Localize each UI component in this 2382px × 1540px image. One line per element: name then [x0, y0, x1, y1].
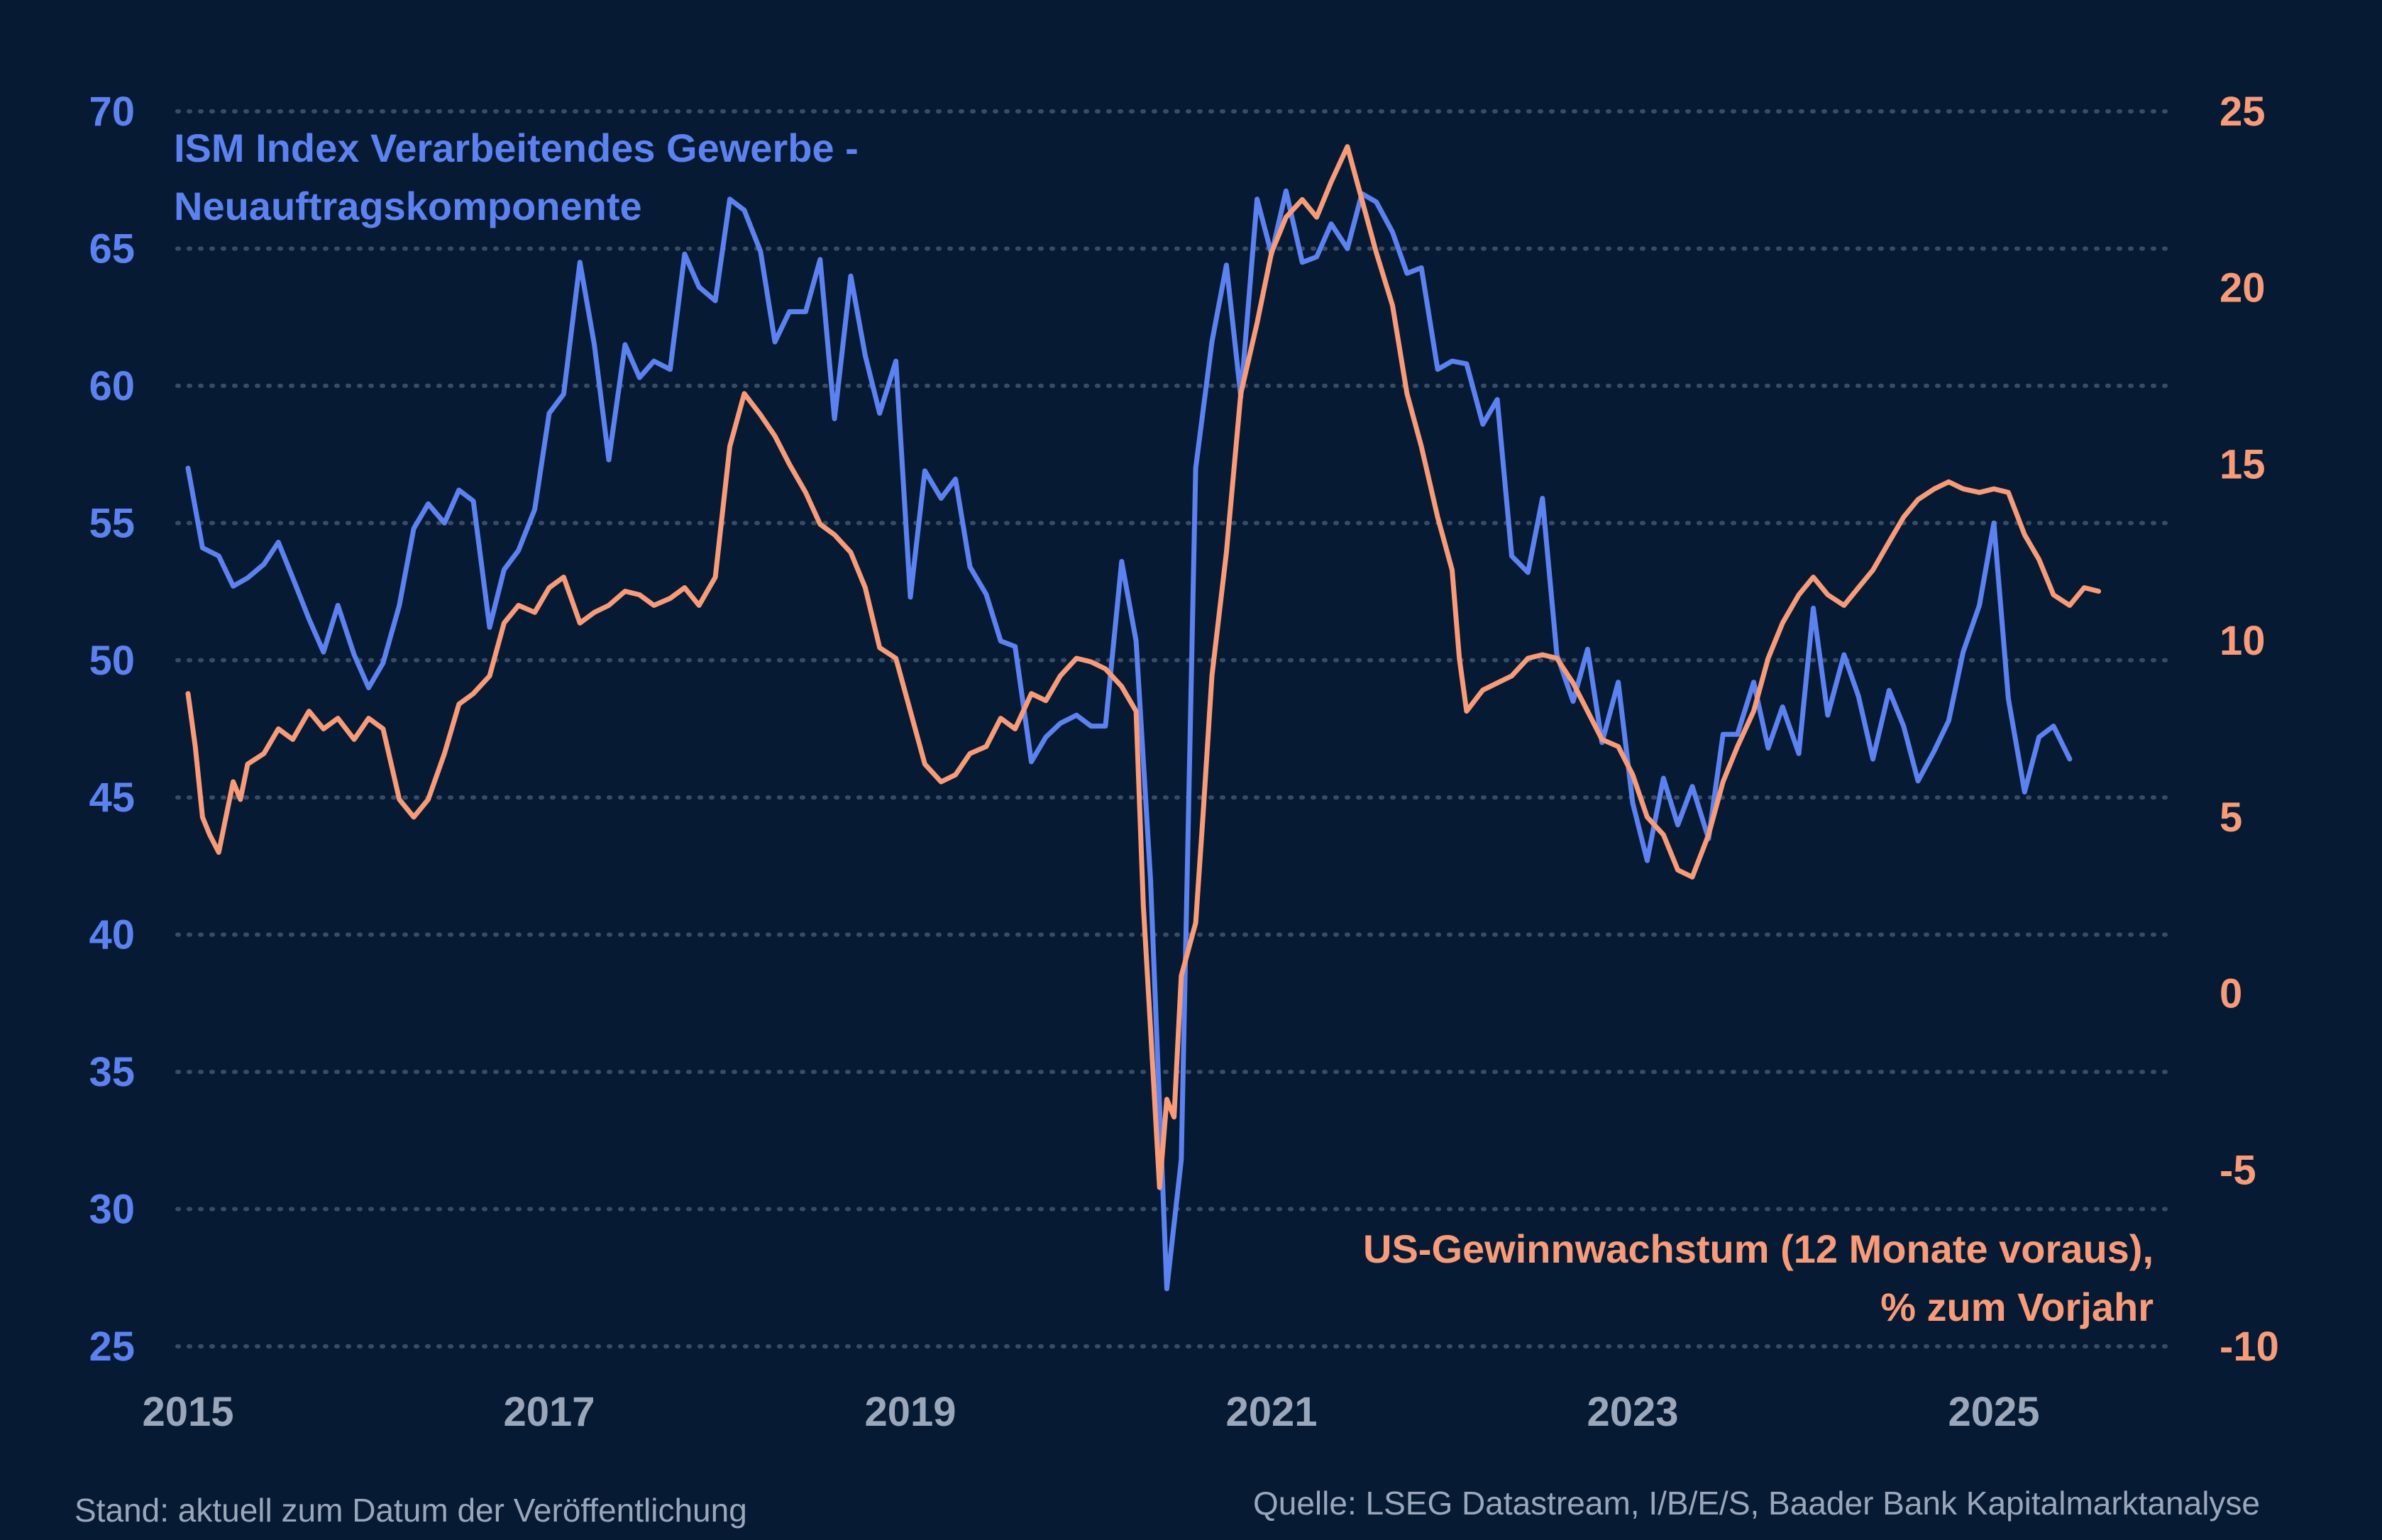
series-lines	[185, 144, 2102, 1292]
x-tick-label: 2023	[1587, 1389, 1678, 1435]
x-axis: 2015 2017 2019 2021 2023 2025	[142, 1389, 2039, 1435]
footer-date-note: Stand: aktuell zum Datum der Veröffentli…	[75, 1492, 747, 1529]
right-tick-label: 5	[2220, 794, 2242, 841]
x-tick-label: 2017	[503, 1389, 595, 1435]
right-tick-label: 20	[2220, 265, 2266, 311]
left-tick-label: 50	[89, 638, 135, 684]
right-axis: 25 20 15 10 5 0 -5 -10	[2220, 89, 2279, 1370]
x-tick-label: 2019	[864, 1389, 956, 1435]
ism-new-orders-line	[185, 188, 2073, 1292]
left-tick-label: 25	[89, 1324, 135, 1370]
footer-source: Quelle: LSEG Datastream, I/B/E/S, Baader…	[1253, 1485, 2260, 1522]
left-tick-label: 30	[89, 1187, 135, 1233]
left-series-label-line2: Neuauftragskomponente	[174, 184, 642, 228]
right-series-label-line1: US-Gewinnwachstum (12 Monate voraus),	[1363, 1226, 2154, 1271]
x-tick-label: 2015	[142, 1389, 233, 1435]
right-tick-label: 10	[2220, 618, 2266, 664]
left-tick-label: 65	[89, 226, 135, 272]
left-tick-label: 60	[89, 363, 135, 409]
x-tick-label: 2021	[1225, 1389, 1317, 1435]
right-series-label-line2: % zum Vorjahr	[1880, 1285, 2154, 1329]
right-tick-label: -5	[2220, 1147, 2256, 1193]
left-tick-label: 55	[89, 500, 135, 546]
right-tick-label: 0	[2220, 971, 2242, 1017]
grid-lines	[175, 109, 2173, 1348]
left-tick-label: 45	[89, 775, 135, 821]
us-earnings-growth-line	[185, 144, 2102, 1190]
left-tick-label: 40	[89, 912, 135, 958]
left-tick-label: 70	[89, 89, 135, 135]
right-tick-label: 25	[2220, 89, 2266, 135]
x-tick-label: 2025	[1948, 1389, 2039, 1435]
left-series-label-line1: ISM Index Verarbeitendes Gewerbe -	[174, 126, 859, 170]
left-tick-label: 35	[89, 1049, 135, 1095]
right-tick-label: -10	[2220, 1324, 2279, 1370]
left-axis: 70 65 60 55 50 45 40 35 30 25	[89, 89, 135, 1370]
right-tick-label: 15	[2220, 441, 2266, 487]
